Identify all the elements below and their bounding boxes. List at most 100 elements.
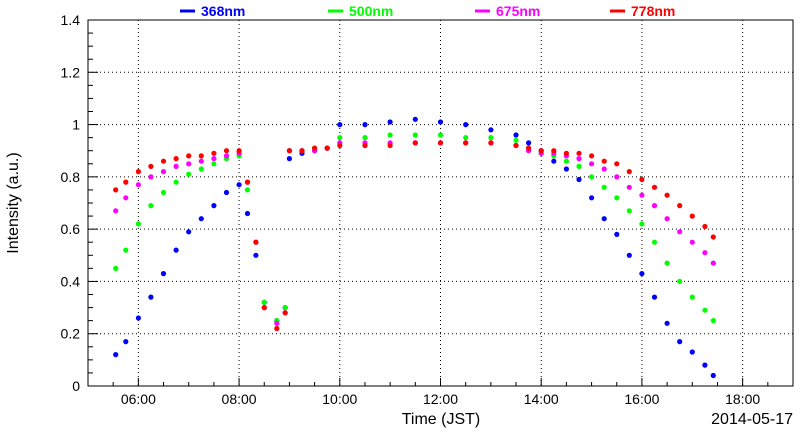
data-point — [589, 195, 595, 201]
data-point — [488, 140, 494, 146]
y-tick-label: 0.6 — [61, 221, 81, 237]
data-point — [198, 153, 204, 159]
y-tick-label: 0.2 — [61, 326, 81, 342]
x-tick-label: 16:00 — [624, 391, 659, 407]
data-point — [299, 148, 305, 154]
data-point — [113, 187, 119, 193]
data-point — [286, 148, 292, 154]
data-point — [160, 169, 167, 175]
y-tick-label: 1.2 — [61, 64, 81, 80]
data-point — [677, 339, 683, 345]
data-point — [198, 158, 204, 164]
data-point — [601, 216, 607, 222]
data-point — [387, 142, 393, 149]
data-point — [437, 119, 444, 125]
data-point — [689, 294, 695, 300]
data-point — [412, 132, 418, 138]
data-point — [160, 158, 167, 164]
data-point — [253, 239, 259, 245]
data-point — [123, 195, 129, 201]
data-point — [614, 174, 620, 180]
data-point — [362, 135, 368, 141]
data-point — [710, 260, 716, 266]
series-778nm — [113, 140, 716, 332]
data-point — [437, 140, 444, 146]
data-point — [710, 234, 716, 240]
data-point — [551, 158, 557, 164]
data-point — [148, 294, 154, 300]
data-point — [160, 189, 167, 196]
data-point — [576, 150, 582, 156]
data-point — [626, 184, 632, 190]
data-point — [677, 229, 683, 235]
y-tick-label: 0.4 — [61, 273, 81, 289]
data-point — [488, 127, 494, 133]
data-point — [186, 161, 192, 167]
data-point — [702, 223, 708, 230]
data-point — [261, 305, 267, 311]
data-point — [387, 132, 393, 138]
data-point — [614, 195, 620, 201]
data-point — [551, 148, 557, 154]
data-point — [173, 179, 179, 185]
data-point — [689, 213, 695, 219]
data-point — [223, 189, 230, 196]
data-point — [186, 153, 192, 159]
x-tick-label: 14:00 — [524, 391, 559, 407]
plot-frame — [87, 19, 794, 387]
data-point — [710, 372, 716, 379]
data-point — [437, 132, 444, 138]
data-point — [261, 299, 267, 305]
data-point — [282, 310, 288, 316]
data-point — [198, 216, 204, 222]
data-point — [626, 252, 632, 258]
x-tick-label: 18:00 — [725, 391, 760, 407]
data-point — [135, 182, 141, 188]
data-point — [639, 221, 645, 227]
data-point — [664, 192, 670, 198]
data-point — [702, 362, 708, 368]
data-point — [677, 278, 683, 284]
grid — [88, 20, 793, 386]
data-point — [160, 271, 167, 277]
data-point — [488, 135, 494, 141]
data-point — [362, 142, 368, 149]
data-point — [123, 339, 129, 345]
data-point — [173, 247, 179, 253]
data-point — [148, 174, 154, 180]
data-point — [274, 325, 280, 332]
series-500nm — [113, 132, 716, 324]
data-point — [513, 132, 519, 138]
data-point — [173, 156, 179, 162]
data-point — [211, 150, 217, 156]
data-point — [387, 119, 393, 125]
data-point — [236, 148, 242, 154]
data-point — [576, 156, 582, 162]
data-point — [614, 161, 620, 167]
data-point — [244, 187, 251, 193]
data-point — [173, 163, 179, 169]
data-point — [563, 158, 570, 164]
data-point — [601, 158, 607, 164]
data-point — [677, 203, 683, 209]
data-point — [526, 145, 532, 151]
data-point — [639, 271, 645, 277]
data-point — [362, 122, 368, 128]
data-point — [412, 140, 418, 146]
x-tick-label: 08:00 — [222, 391, 257, 407]
data-point — [651, 203, 658, 209]
data-point — [651, 184, 658, 190]
data-point — [211, 156, 217, 162]
data-point — [614, 231, 620, 237]
data-point — [526, 140, 532, 146]
data-point — [324, 145, 330, 151]
data-point — [576, 163, 582, 169]
axes: 06:00 08:00 10:00 12:00 14:00 16:00 18:00 0 0.2 0… — [61, 12, 769, 407]
data-point — [123, 179, 129, 185]
data-point — [148, 203, 154, 209]
legend-label: 675nm — [496, 3, 540, 19]
data-point — [626, 208, 632, 214]
data-point — [563, 166, 570, 172]
data-point — [538, 148, 544, 154]
data-point — [463, 135, 469, 141]
